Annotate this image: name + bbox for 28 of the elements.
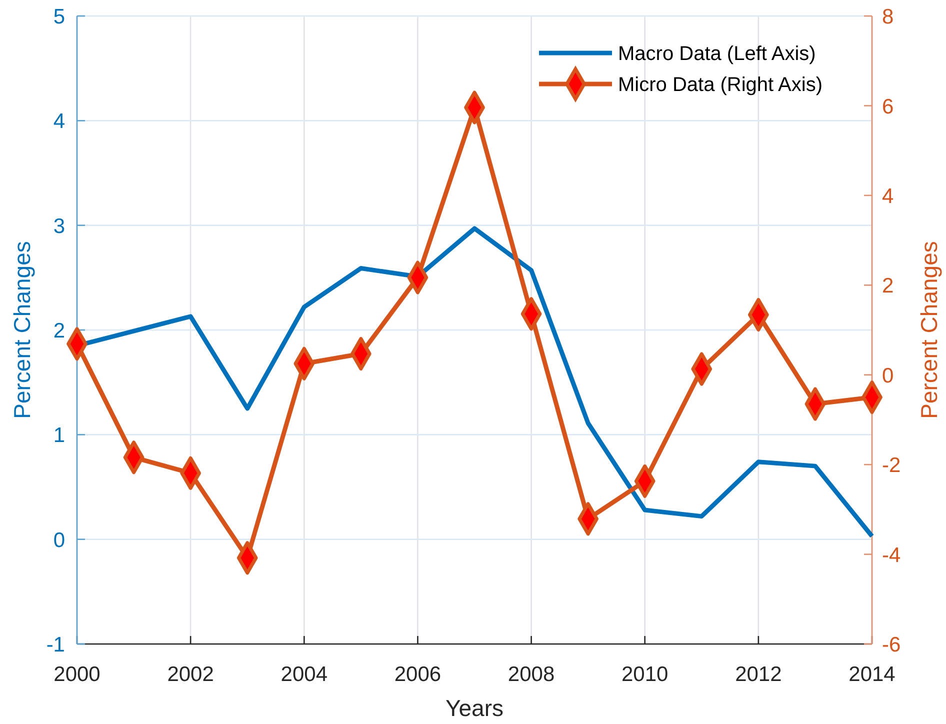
y-tick-label: 5	[53, 6, 65, 29]
y-tick-label: 3	[53, 214, 65, 238]
y-tick-label: -1	[46, 634, 65, 657]
x-tick-label: 2006	[394, 663, 442, 686]
y2-tick-label: -2	[882, 454, 901, 478]
legend-label: Macro Data (Left Axis)	[618, 43, 816, 66]
y2-tick-label: -6	[882, 634, 901, 657]
y2-tick-label: 6	[882, 95, 894, 118]
x-tick-label: 2000	[54, 663, 100, 686]
y2-tick-label: 2	[882, 274, 894, 298]
y2-tick-label: 0	[882, 364, 894, 388]
y2-tick-label: 8	[882, 6, 894, 29]
y2-tick-label: 4	[882, 184, 894, 208]
y2-axis-title: Percent Changes	[916, 241, 942, 419]
legend-label: Micro Data (Right Axis)	[618, 74, 822, 96]
x-tick-label: 2004	[280, 663, 328, 686]
x-tick-label: 2008	[508, 663, 555, 686]
y-axis-title: Percent Changes	[9, 241, 35, 419]
x-tick-label: 2002	[167, 663, 214, 686]
y-tick-label: 4	[53, 110, 66, 134]
y-tick-label: 1	[53, 424, 65, 448]
y-tick-label: 2	[53, 320, 65, 343]
x-tick-label: 2012	[735, 663, 782, 686]
x-tick-label: 2014	[848, 663, 896, 686]
x-axis-title: Years	[446, 695, 504, 721]
y-tick-label: 0	[53, 528, 65, 552]
y2-tick-label: -4	[882, 544, 901, 567]
x-tick-label: 2010	[622, 663, 668, 686]
